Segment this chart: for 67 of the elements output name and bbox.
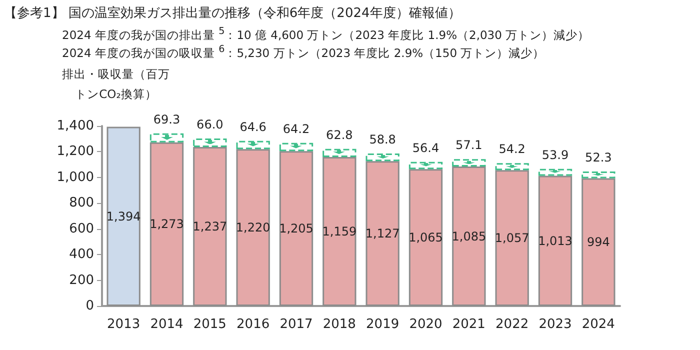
y-tick-label: 1,400 <box>56 118 94 134</box>
x-tick-label: 2023 <box>538 317 572 332</box>
x-tick-label: 2019 <box>366 317 400 332</box>
data-label: 69.3 <box>153 112 180 126</box>
x-tick-label: 2022 <box>496 317 529 332</box>
data-label: 64.2 <box>282 122 310 136</box>
y-tick-label: 1,000 <box>56 170 94 185</box>
data-label: 1,013 <box>538 234 572 248</box>
text: 2024 年度の我が国の排出量 $^{5}$：10 億 4,600 万トン（2023 年度比 1.9%（2,030 万トン）減少） <box>62 26 590 43</box>
x-tick-label: 2018 <box>322 317 356 332</box>
x-tick-label: 2021 <box>452 317 486 332</box>
data-label: 1,085 <box>452 229 486 244</box>
x-tick-label: 2014 <box>150 317 184 332</box>
data-label: 1,394 <box>106 209 141 224</box>
y-tick-label: 400 <box>69 247 94 262</box>
data-label: 1,159 <box>322 224 357 238</box>
bar <box>408 169 443 306</box>
bar <box>106 126 140 306</box>
bar <box>322 148 356 157</box>
x-tick-label: 2017 <box>280 317 313 332</box>
y-tick-label: 600 <box>69 221 94 236</box>
bar <box>538 168 572 176</box>
x-tick-label: 2024 <box>582 317 615 332</box>
data-label: 56.4 <box>412 140 440 155</box>
data-label: 64.6 <box>240 120 266 134</box>
x-tick-label: 2020 <box>409 317 442 332</box>
bar <box>322 156 356 306</box>
data-label: 62.8 <box>326 128 353 142</box>
bar <box>279 151 314 306</box>
x-tick-label: 2013 <box>107 317 140 332</box>
bar <box>452 166 486 306</box>
y-tick-label: 0 <box>86 298 94 314</box>
text: 2024 年度の我が国の吸収量 $^{6}$：5,230 万トン（2023 年度比 2.9%（150 万トン）減少） <box>62 44 545 61</box>
data-label: 53.9 <box>542 148 569 162</box>
data-label: 1,065 <box>408 230 443 245</box>
data-label: 57.1 <box>456 138 482 152</box>
data-label: 1,127 <box>365 226 400 241</box>
bar <box>538 176 572 306</box>
data-label: 1,057 <box>494 231 530 246</box>
bar <box>193 146 227 306</box>
data-label: 58.8 <box>369 132 396 147</box>
bar <box>366 154 400 162</box>
data-label: 52.3 <box>585 150 612 164</box>
bar <box>495 163 529 170</box>
x-tick-label: 2016 <box>236 317 270 332</box>
bar <box>366 161 400 306</box>
bar <box>408 162 443 170</box>
y-tick-label: 200 <box>69 272 94 288</box>
bar <box>582 178 616 306</box>
data-label: 1,237 <box>192 219 228 234</box>
data-label: 1,205 <box>279 222 314 236</box>
data-label: 994 <box>586 235 610 250</box>
bar <box>150 142 184 306</box>
data-label: 1,220 <box>236 220 270 235</box>
data-label: 1,273 <box>150 217 184 232</box>
data-label: 66.0 <box>196 117 224 132</box>
bar <box>452 159 486 166</box>
y-tick-label: 800 <box>69 196 94 211</box>
bar <box>582 171 616 178</box>
y-axis-title: 排出・吸収量（百万トンCO₂換算） <box>61 66 171 103</box>
bar <box>495 170 529 306</box>
bar <box>193 138 227 147</box>
x-tick-label: 2015 <box>193 317 226 332</box>
data-label: 54.2 <box>498 142 526 156</box>
y-tick-label: 1,200 <box>56 144 94 160</box>
chart-title: 【参考1】 国の温室効果ガス排出量の推移（令和6年度（2024年度）確報値） <box>4 5 461 22</box>
bar <box>236 149 270 306</box>
